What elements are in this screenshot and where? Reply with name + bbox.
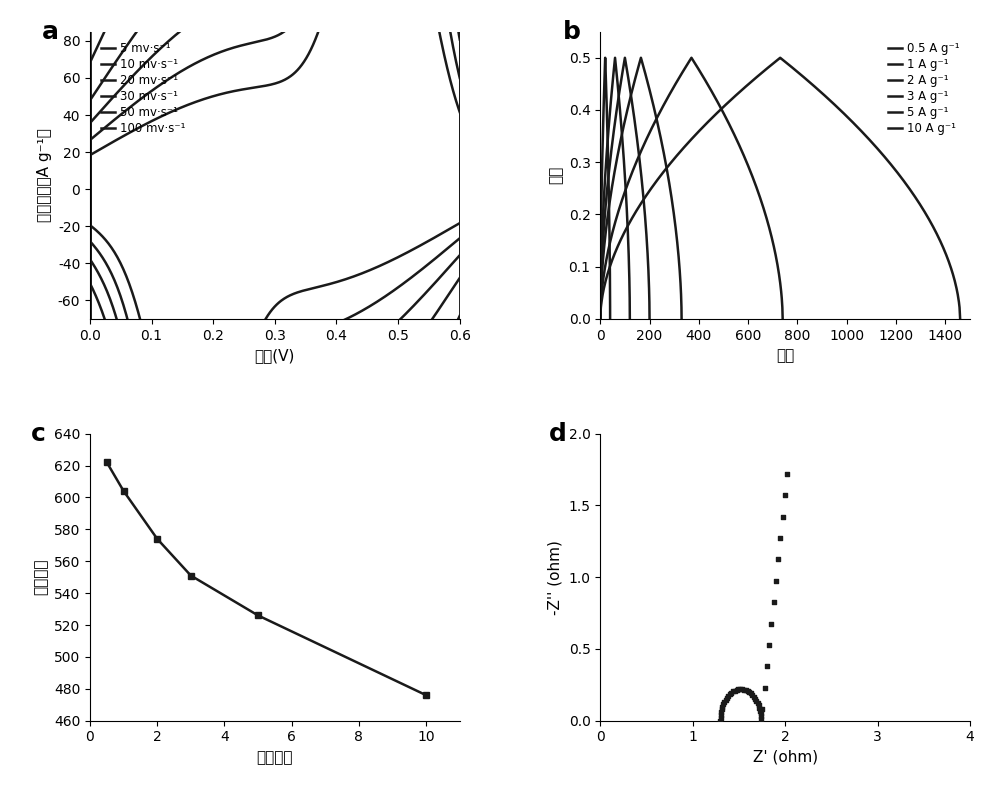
Point bbox=[753, 707, 769, 720]
Text: b: b bbox=[563, 20, 581, 44]
Point bbox=[714, 700, 730, 713]
Point bbox=[740, 684, 756, 697]
Point bbox=[768, 574, 784, 587]
Point bbox=[761, 638, 777, 651]
Point bbox=[754, 703, 770, 716]
Point bbox=[770, 553, 786, 565]
Point bbox=[716, 695, 732, 708]
Point bbox=[777, 489, 793, 501]
Point bbox=[748, 695, 764, 707]
Text: c: c bbox=[31, 422, 46, 446]
Point bbox=[729, 683, 745, 696]
X-axis label: 电位(V): 电位(V) bbox=[255, 348, 295, 363]
Point bbox=[746, 691, 762, 703]
Point bbox=[713, 706, 729, 718]
Point bbox=[763, 617, 779, 630]
Point bbox=[743, 687, 759, 699]
Point bbox=[722, 687, 738, 700]
Point bbox=[713, 709, 729, 722]
Point bbox=[732, 683, 748, 695]
Y-axis label: -Z'' (ohm): -Z'' (ohm) bbox=[548, 539, 563, 615]
Point bbox=[730, 683, 746, 695]
Point bbox=[714, 703, 730, 716]
Point bbox=[753, 710, 769, 722]
Point bbox=[750, 697, 766, 710]
Point bbox=[747, 692, 763, 705]
X-axis label: Z' (ohm): Z' (ohm) bbox=[753, 750, 818, 765]
Point bbox=[772, 531, 788, 544]
Point bbox=[738, 683, 754, 696]
Point bbox=[723, 687, 739, 699]
Point bbox=[752, 704, 768, 717]
Point bbox=[775, 510, 791, 523]
Point bbox=[719, 691, 735, 704]
Point bbox=[751, 702, 767, 714]
Y-axis label: 比电容値: 比电容値 bbox=[33, 559, 48, 596]
Point bbox=[734, 683, 750, 695]
Y-axis label: 电压: 电压 bbox=[548, 166, 563, 185]
Point bbox=[753, 713, 769, 725]
Point bbox=[715, 698, 731, 710]
Point bbox=[720, 690, 736, 703]
Text: a: a bbox=[42, 20, 59, 44]
Point bbox=[779, 467, 795, 480]
Point bbox=[712, 714, 728, 727]
Point bbox=[744, 688, 760, 701]
Point bbox=[766, 596, 782, 608]
Y-axis label: 电流密度（A g⁻¹）: 电流密度（A g⁻¹） bbox=[37, 128, 52, 223]
Point bbox=[751, 699, 767, 712]
Point bbox=[759, 660, 775, 672]
Text: d: d bbox=[548, 422, 566, 446]
Point bbox=[718, 693, 734, 706]
Point bbox=[736, 683, 752, 696]
Point bbox=[757, 681, 773, 694]
Point bbox=[741, 686, 757, 699]
X-axis label: 电流密度: 电流密度 bbox=[257, 750, 293, 765]
Point bbox=[727, 684, 743, 697]
Legend: 0.5 A g⁻¹, 1 A g⁻¹, 2 A g⁻¹, 3 A g⁻¹, 5 A g⁻¹, 10 A g⁻¹: 0.5 A g⁻¹, 1 A g⁻¹, 2 A g⁻¹, 3 A g⁻¹, 5 … bbox=[883, 37, 964, 139]
Legend: 5 mv·s⁻¹, 10 mv·s⁻¹, 20 mv·s⁻¹, 30 mv·s⁻¹, 50 mv·s⁻¹, 100 mv·s⁻¹: 5 mv·s⁻¹, 10 mv·s⁻¹, 20 mv·s⁻¹, 30 mv·s⁻… bbox=[96, 37, 190, 139]
Point bbox=[713, 711, 729, 724]
X-axis label: 时间: 时间 bbox=[776, 348, 794, 363]
Point bbox=[725, 685, 741, 698]
